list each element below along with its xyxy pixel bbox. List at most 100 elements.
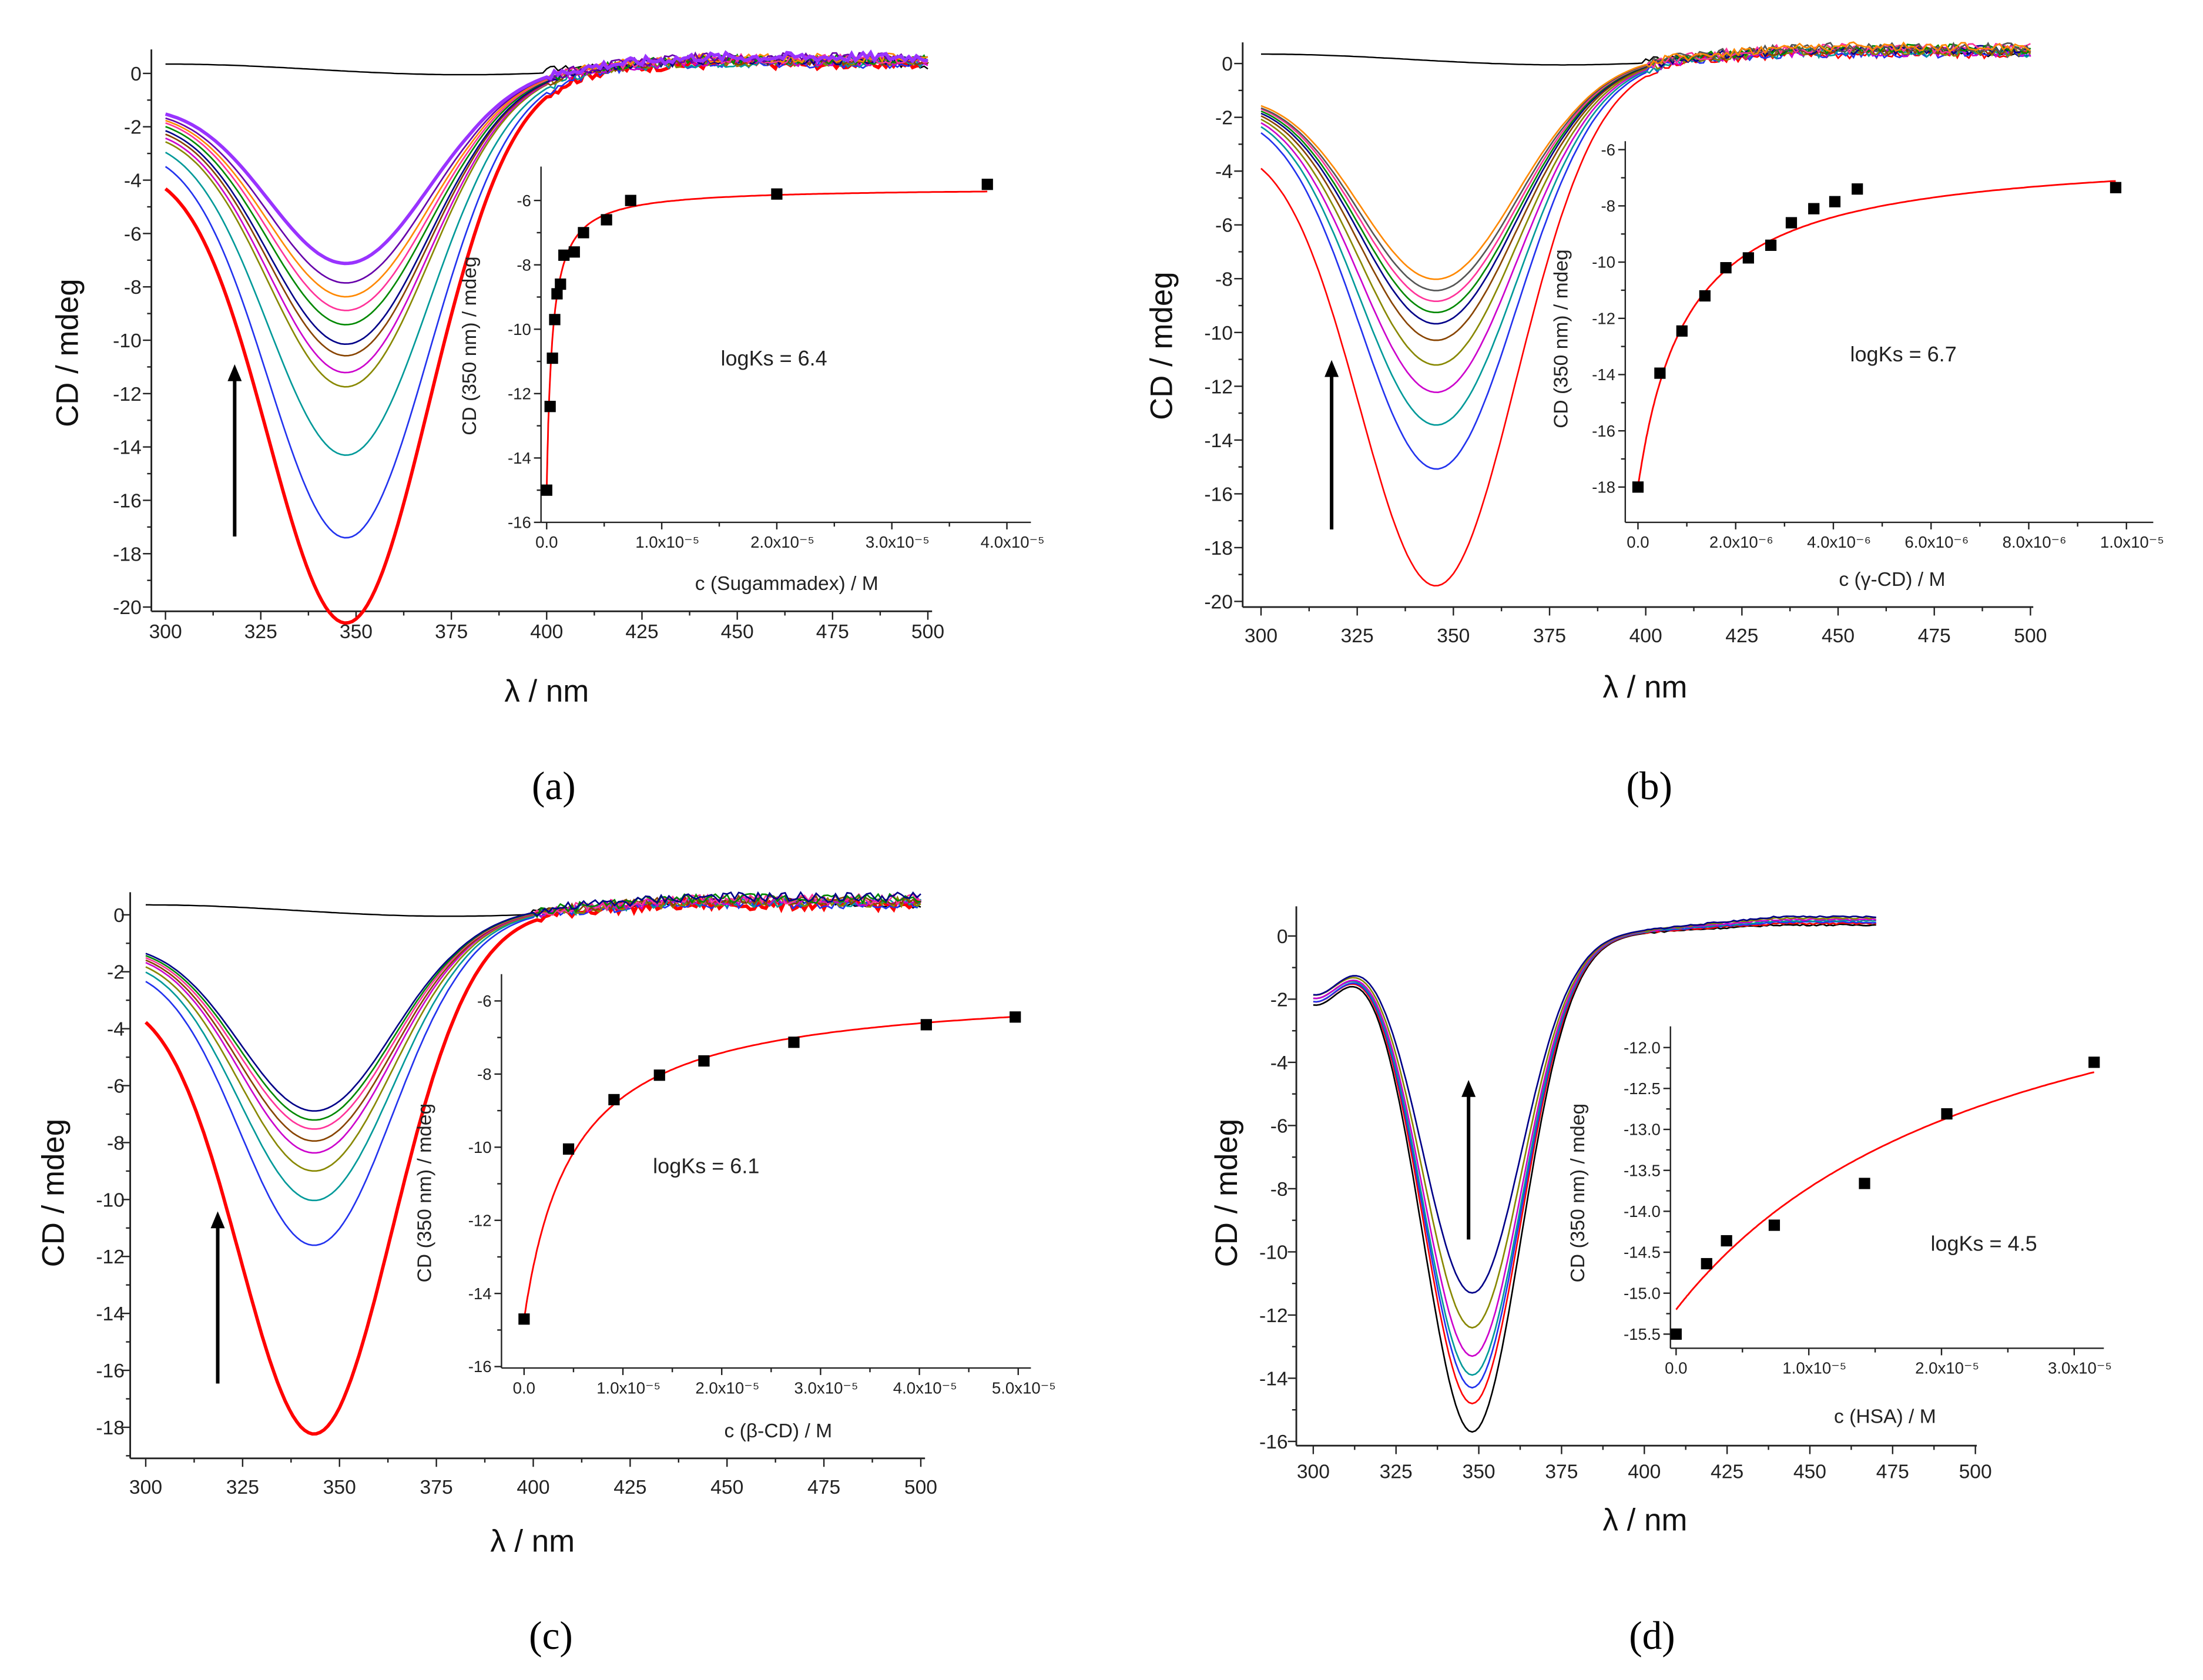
y-tick-label: 0 [130,63,142,85]
y-tick-label: -16 [96,1360,125,1382]
x-tick-label: 375 [1545,1461,1578,1483]
data-point [608,1094,620,1106]
inset-y-tick-label: -6 [477,992,492,1010]
inset-y-tick-label: -8 [517,256,531,274]
inset-y-tick-label: -13.0 [1624,1121,1661,1139]
spectrum-line [1260,45,2031,393]
data-point [1808,203,1820,214]
data-point [1010,1011,1021,1023]
inset-y-tick-label: -16 [468,1357,492,1376]
main-y-axis-title: CD / mdeg [51,279,85,427]
inset-x-axis-title: c (β-CD) / M [724,1420,832,1442]
x-tick-label: 350 [323,1477,356,1498]
y-tick-label: -18 [1204,538,1233,559]
inset-plot: 0.0 2.0x10⁻⁶ 4.0x10⁻⁶ 6.0x10⁻⁶ 8.0x10⁻⁶ 1.0x1… [1550,140,2164,591]
arrow-up-icon [227,364,242,381]
inset-y-tick-label: -10 [508,320,531,338]
y-tick-label: -2 [1215,108,1233,129]
y-tick-label: -12 [1259,1305,1288,1327]
y-tick-label: 0 [113,905,125,927]
data-point [558,249,570,261]
x-tick-label: 500 [1959,1461,1992,1483]
main-y-axis-title: CD / mdeg [36,1119,71,1267]
y-tick-label: -4 [124,170,142,192]
y-tick-label: -14 [1259,1368,1288,1390]
inset-y-tick-label: -8 [1601,197,1615,215]
arrow-up-icon [1461,1079,1476,1097]
spectrum-line [1313,915,1876,1294]
inset-y-tick-label: -15.5 [1624,1325,1661,1343]
panel-caption: (a) [532,764,576,808]
y-tick-label: -6 [124,223,142,245]
main-x-axis-title: λ / nm [504,674,589,709]
panel-d: 300 325 350 375 400 425 450 475 500 0 -2 -4 -6 -8 -10 -… [1209,906,2112,1658]
y-tick-label: -8 [107,1132,125,1154]
data-point [1768,1219,1780,1231]
x-tick-label: 425 [1725,625,1758,647]
binding-constant-label: logKs = 4.5 [1930,1232,2037,1256]
inset-y-axis-title: CD (350 nm) / mdeg [414,1104,435,1283]
main-y-axis-title: CD / mdeg [1145,271,1179,420]
data-point [981,179,993,190]
panel-caption: (b) [1626,764,1672,808]
data-point [788,1037,800,1048]
main-x-axis-title: λ / nm [1603,670,1688,705]
inset-plot: 0.0 1.0x10⁻⁵ 2.0x10⁻⁵ 3.0x10⁻⁵ -12.0 -12.5 -13… [1567,1026,2112,1428]
x-tick-label: 400 [530,621,563,643]
y-tick-label: -6 [1270,1115,1288,1137]
y-tick-label: -20 [113,597,142,619]
y-tick-label: -16 [1259,1431,1288,1453]
x-tick-label: 400 [1629,625,1662,647]
data-point [1852,183,1863,195]
inset-x-tick-label: 1.0x10⁻⁵ [635,533,699,551]
x-tick-label: 450 [1822,625,1855,647]
inset-y-tick-label: -8 [477,1065,492,1083]
data-point [549,314,561,326]
y-tick-label: -6 [107,1076,125,1098]
inset-plot: 0.0 1.0x10⁻⁵ 2.0x10⁻⁵ 3.0x10⁻⁵ 4.0x10⁻⁵ 5.0x1… [414,974,1056,1442]
inset-x-tick-label: 1.0x10⁻⁵ [1782,1359,1846,1377]
y-tick-label: -8 [1215,269,1233,290]
x-tick-label: 300 [149,621,182,643]
data-point [771,188,783,200]
data-point [698,1055,710,1067]
inset-y-axis-title: CD (350 nm) / mdeg [1550,249,1572,428]
binding-constant-label: logKs = 6.1 [653,1153,759,1178]
data-point [1859,1178,1870,1189]
spectrum-line [1313,918,1877,1357]
data-point [544,401,556,413]
y-tick-label: -4 [107,1019,125,1041]
panel-a: 300 325 350 375 400 425 450 475 500 0 -2 -4 -6 -8 -10 -… [51,49,1045,808]
data-point [562,1143,575,1155]
inset-y-tick-label: -16 [1592,422,1615,440]
inset-x-tick-label: 0.0 [1627,533,1649,551]
inset-x-tick-label: 4.0x10⁻⁵ [893,1379,957,1397]
data-point [568,246,580,258]
inset-x-axis-title: c (γ-CD) / M [1839,569,1945,591]
y-tick-label: -2 [1270,989,1288,1011]
x-tick-label: 300 [1297,1461,1330,1483]
data-point [1720,262,1732,274]
main-x-axis-title: λ / nm [490,1524,575,1558]
inset-plot: 0.0 1.0x10⁻⁵ 2.0x10⁻⁵ 3.0x10⁻⁵ 4.0x10⁻⁵ -6 -8 -… [459,166,1045,595]
inset-y-tick-label: -6 [517,192,531,210]
y-tick-label: -14 [1204,430,1233,452]
inset-y-tick-label: -18 [1592,478,1615,496]
inset-x-tick-label: 4.0x10⁻⁶ [1807,533,1871,551]
arrow-up-icon [1325,360,1339,377]
x-tick-label: 475 [1918,625,1951,647]
x-tick-label: 375 [435,621,468,643]
x-tick-label: 425 [1711,1461,1743,1483]
y-tick-label: -16 [1204,484,1233,505]
data-point [578,227,589,239]
data-point [555,278,566,290]
x-tick-label: 500 [2014,625,2047,647]
x-tick-label: 475 [816,621,849,643]
inset-x-tick-label: 1.0x10⁻⁵ [2100,533,2164,551]
inset-background [501,974,1031,1369]
y-tick-label: -10 [96,1189,125,1211]
panel-caption: (c) [529,1614,573,1658]
y-tick-label: -12 [96,1246,125,1268]
y-tick-label: -2 [124,117,142,139]
data-point [518,1313,530,1325]
